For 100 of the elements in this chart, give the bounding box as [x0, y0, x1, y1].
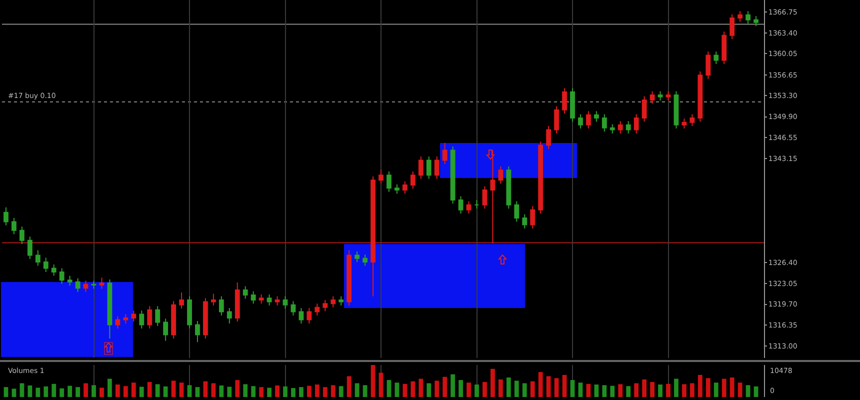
bar — [243, 384, 248, 397]
bar — [506, 377, 511, 397]
bar — [100, 388, 104, 397]
bar — [514, 380, 519, 397]
bar — [386, 380, 392, 397]
candlestick — [378, 169, 384, 184]
candlestick — [35, 250, 40, 266]
candlestick — [123, 314, 128, 324]
candlestick — [187, 296, 192, 329]
bar — [730, 377, 734, 397]
candlestick — [163, 318, 168, 342]
candlestick — [83, 280, 88, 292]
candlestick — [67, 275, 72, 286]
candlestick — [722, 31, 727, 64]
bar — [562, 374, 567, 397]
bar — [698, 374, 702, 397]
bar — [36, 388, 40, 397]
bar — [546, 376, 551, 397]
candlestick — [394, 184, 400, 194]
candlestick — [250, 290, 256, 304]
candlestick — [730, 14, 735, 40]
bar — [418, 378, 424, 397]
candlestick — [402, 180, 408, 194]
bar — [195, 387, 200, 397]
candlestick — [131, 310, 136, 322]
candlestick — [155, 306, 160, 327]
bar — [706, 378, 710, 397]
candlestick — [506, 166, 512, 210]
bar — [267, 388, 272, 397]
bar — [20, 383, 24, 397]
bar — [554, 378, 559, 397]
candlestick — [314, 303, 320, 316]
bar — [370, 365, 376, 397]
candlestick — [362, 254, 368, 266]
bar — [570, 380, 575, 397]
candlestick — [562, 88, 567, 114]
bar — [299, 387, 304, 397]
candlestick — [306, 308, 312, 324]
bar — [490, 368, 495, 397]
bar — [227, 386, 232, 397]
bar — [674, 378, 678, 397]
candlestick — [466, 200, 472, 214]
candlestick — [12, 217, 16, 235]
bar — [131, 382, 136, 397]
bar — [634, 383, 639, 397]
candlestick — [330, 296, 336, 308]
candlestick — [738, 10, 743, 22]
bar — [235, 380, 240, 397]
candlestick — [234, 282, 240, 322]
candlestick — [498, 166, 504, 184]
candlestick — [322, 299, 328, 312]
bar — [626, 386, 631, 397]
candlestick — [274, 296, 280, 306]
bar — [618, 384, 623, 397]
candlestick — [99, 277, 104, 290]
bar — [714, 382, 718, 397]
bar — [68, 386, 72, 397]
bar — [108, 378, 112, 397]
bar — [179, 382, 184, 397]
bar — [163, 386, 168, 397]
candlestick — [43, 257, 48, 272]
bar — [690, 383, 694, 397]
bar — [76, 387, 80, 397]
candlestick — [290, 300, 296, 316]
candlestick — [754, 16, 758, 27]
candlestick — [386, 170, 392, 192]
bar — [251, 386, 256, 397]
candlestick — [554, 106, 559, 134]
candlestick — [258, 294, 264, 304]
candlestick — [107, 278, 112, 339]
bar — [4, 387, 8, 397]
candlestick — [59, 268, 64, 284]
bar — [123, 386, 128, 397]
bar — [12, 388, 16, 397]
bar — [171, 380, 176, 397]
candlestick — [706, 51, 711, 80]
candlestick — [522, 214, 528, 230]
bar — [482, 382, 487, 397]
bar — [116, 384, 120, 397]
candlestick — [666, 90, 671, 102]
bar — [84, 383, 88, 397]
candlestick — [19, 226, 24, 245]
bar — [203, 381, 208, 397]
bar — [650, 382, 654, 397]
bar — [28, 385, 32, 397]
candlestick — [642, 96, 647, 122]
candlestick — [139, 310, 144, 329]
candlestick — [91, 280, 96, 290]
candlestick — [450, 146, 456, 204]
candlestick — [586, 110, 591, 130]
bar — [442, 376, 448, 397]
candlestick — [434, 156, 440, 180]
candlestick — [714, 51, 719, 64]
bar — [378, 372, 384, 397]
candlestick — [418, 156, 424, 180]
bar — [92, 385, 96, 397]
candlestick — [570, 88, 575, 122]
candlestick — [442, 142, 448, 164]
bar — [498, 379, 503, 397]
candlestick — [370, 176, 376, 297]
